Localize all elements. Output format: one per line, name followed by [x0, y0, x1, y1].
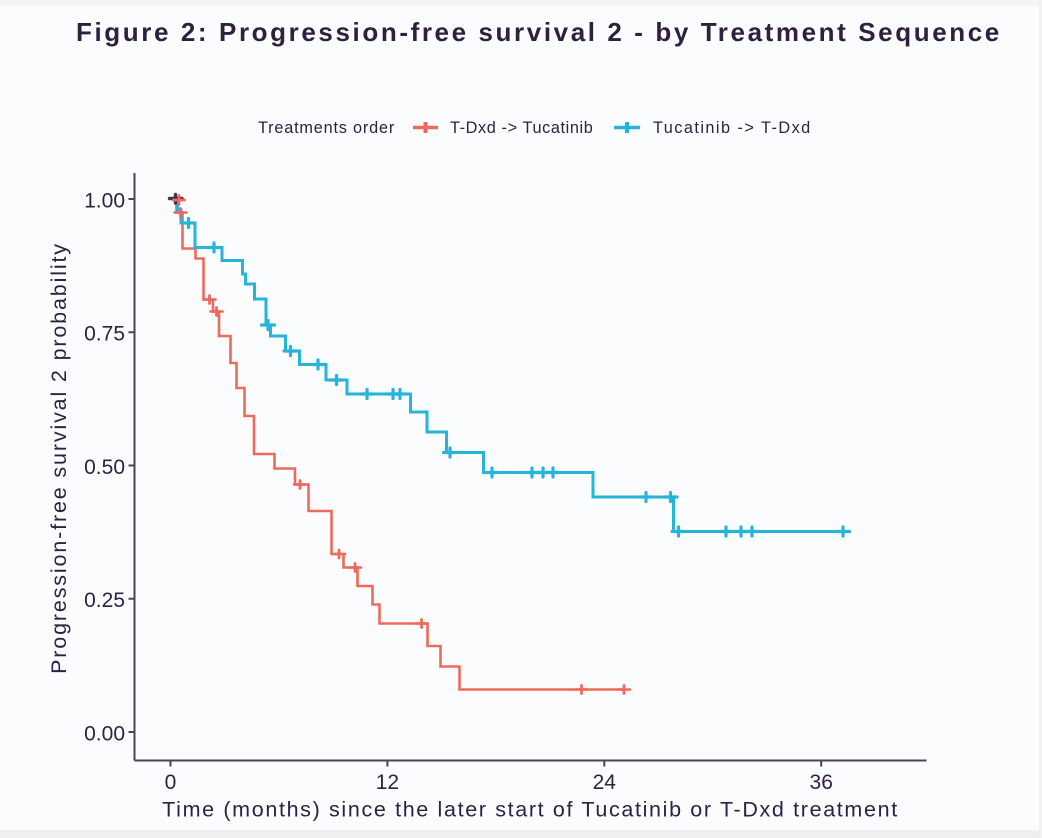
svg-text:1.00: 1.00 [84, 189, 125, 212]
svg-text:0.50: 0.50 [84, 456, 125, 479]
svg-text:0: 0 [165, 771, 177, 794]
svg-text:Time (months) since the later: Time (months) since the later start of T… [162, 798, 899, 822]
svg-text:Progression-free survival 2 pr: Progression-free survival 2 probability [47, 242, 71, 674]
svg-text:0.25: 0.25 [84, 589, 125, 612]
svg-text:36: 36 [810, 771, 833, 794]
svg-text:0.00: 0.00 [84, 722, 125, 745]
svg-text:12: 12 [376, 771, 399, 794]
svg-text:0.75: 0.75 [84, 323, 125, 346]
svg-text:24: 24 [593, 771, 617, 794]
